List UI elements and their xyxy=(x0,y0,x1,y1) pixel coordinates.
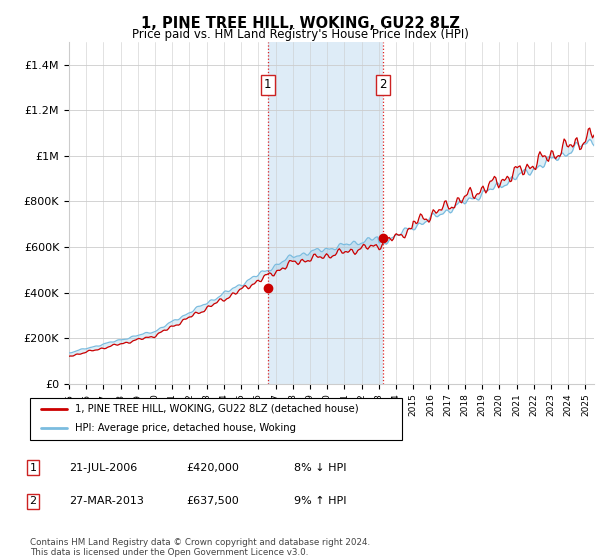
Text: 1, PINE TREE HILL, WOKING, GU22 8LZ (detached house): 1, PINE TREE HILL, WOKING, GU22 8LZ (det… xyxy=(74,404,358,414)
Text: 1: 1 xyxy=(264,78,271,91)
Text: 1, PINE TREE HILL, WOKING, GU22 8LZ: 1, PINE TREE HILL, WOKING, GU22 8LZ xyxy=(140,16,460,31)
Text: £420,000: £420,000 xyxy=(186,463,239,473)
Text: 21-JUL-2006: 21-JUL-2006 xyxy=(69,463,137,473)
Text: 2: 2 xyxy=(379,78,386,91)
Text: HPI: Average price, detached house, Woking: HPI: Average price, detached house, Woki… xyxy=(74,423,296,433)
Text: 2: 2 xyxy=(29,496,37,506)
Text: 8% ↓ HPI: 8% ↓ HPI xyxy=(294,463,347,473)
Text: 1: 1 xyxy=(29,463,37,473)
Text: Contains HM Land Registry data © Crown copyright and database right 2024.
This d: Contains HM Land Registry data © Crown c… xyxy=(30,538,370,557)
Text: 27-MAR-2013: 27-MAR-2013 xyxy=(69,496,144,506)
Text: 9% ↑ HPI: 9% ↑ HPI xyxy=(294,496,347,506)
Text: £637,500: £637,500 xyxy=(186,496,239,506)
Text: Price paid vs. HM Land Registry's House Price Index (HPI): Price paid vs. HM Land Registry's House … xyxy=(131,28,469,41)
